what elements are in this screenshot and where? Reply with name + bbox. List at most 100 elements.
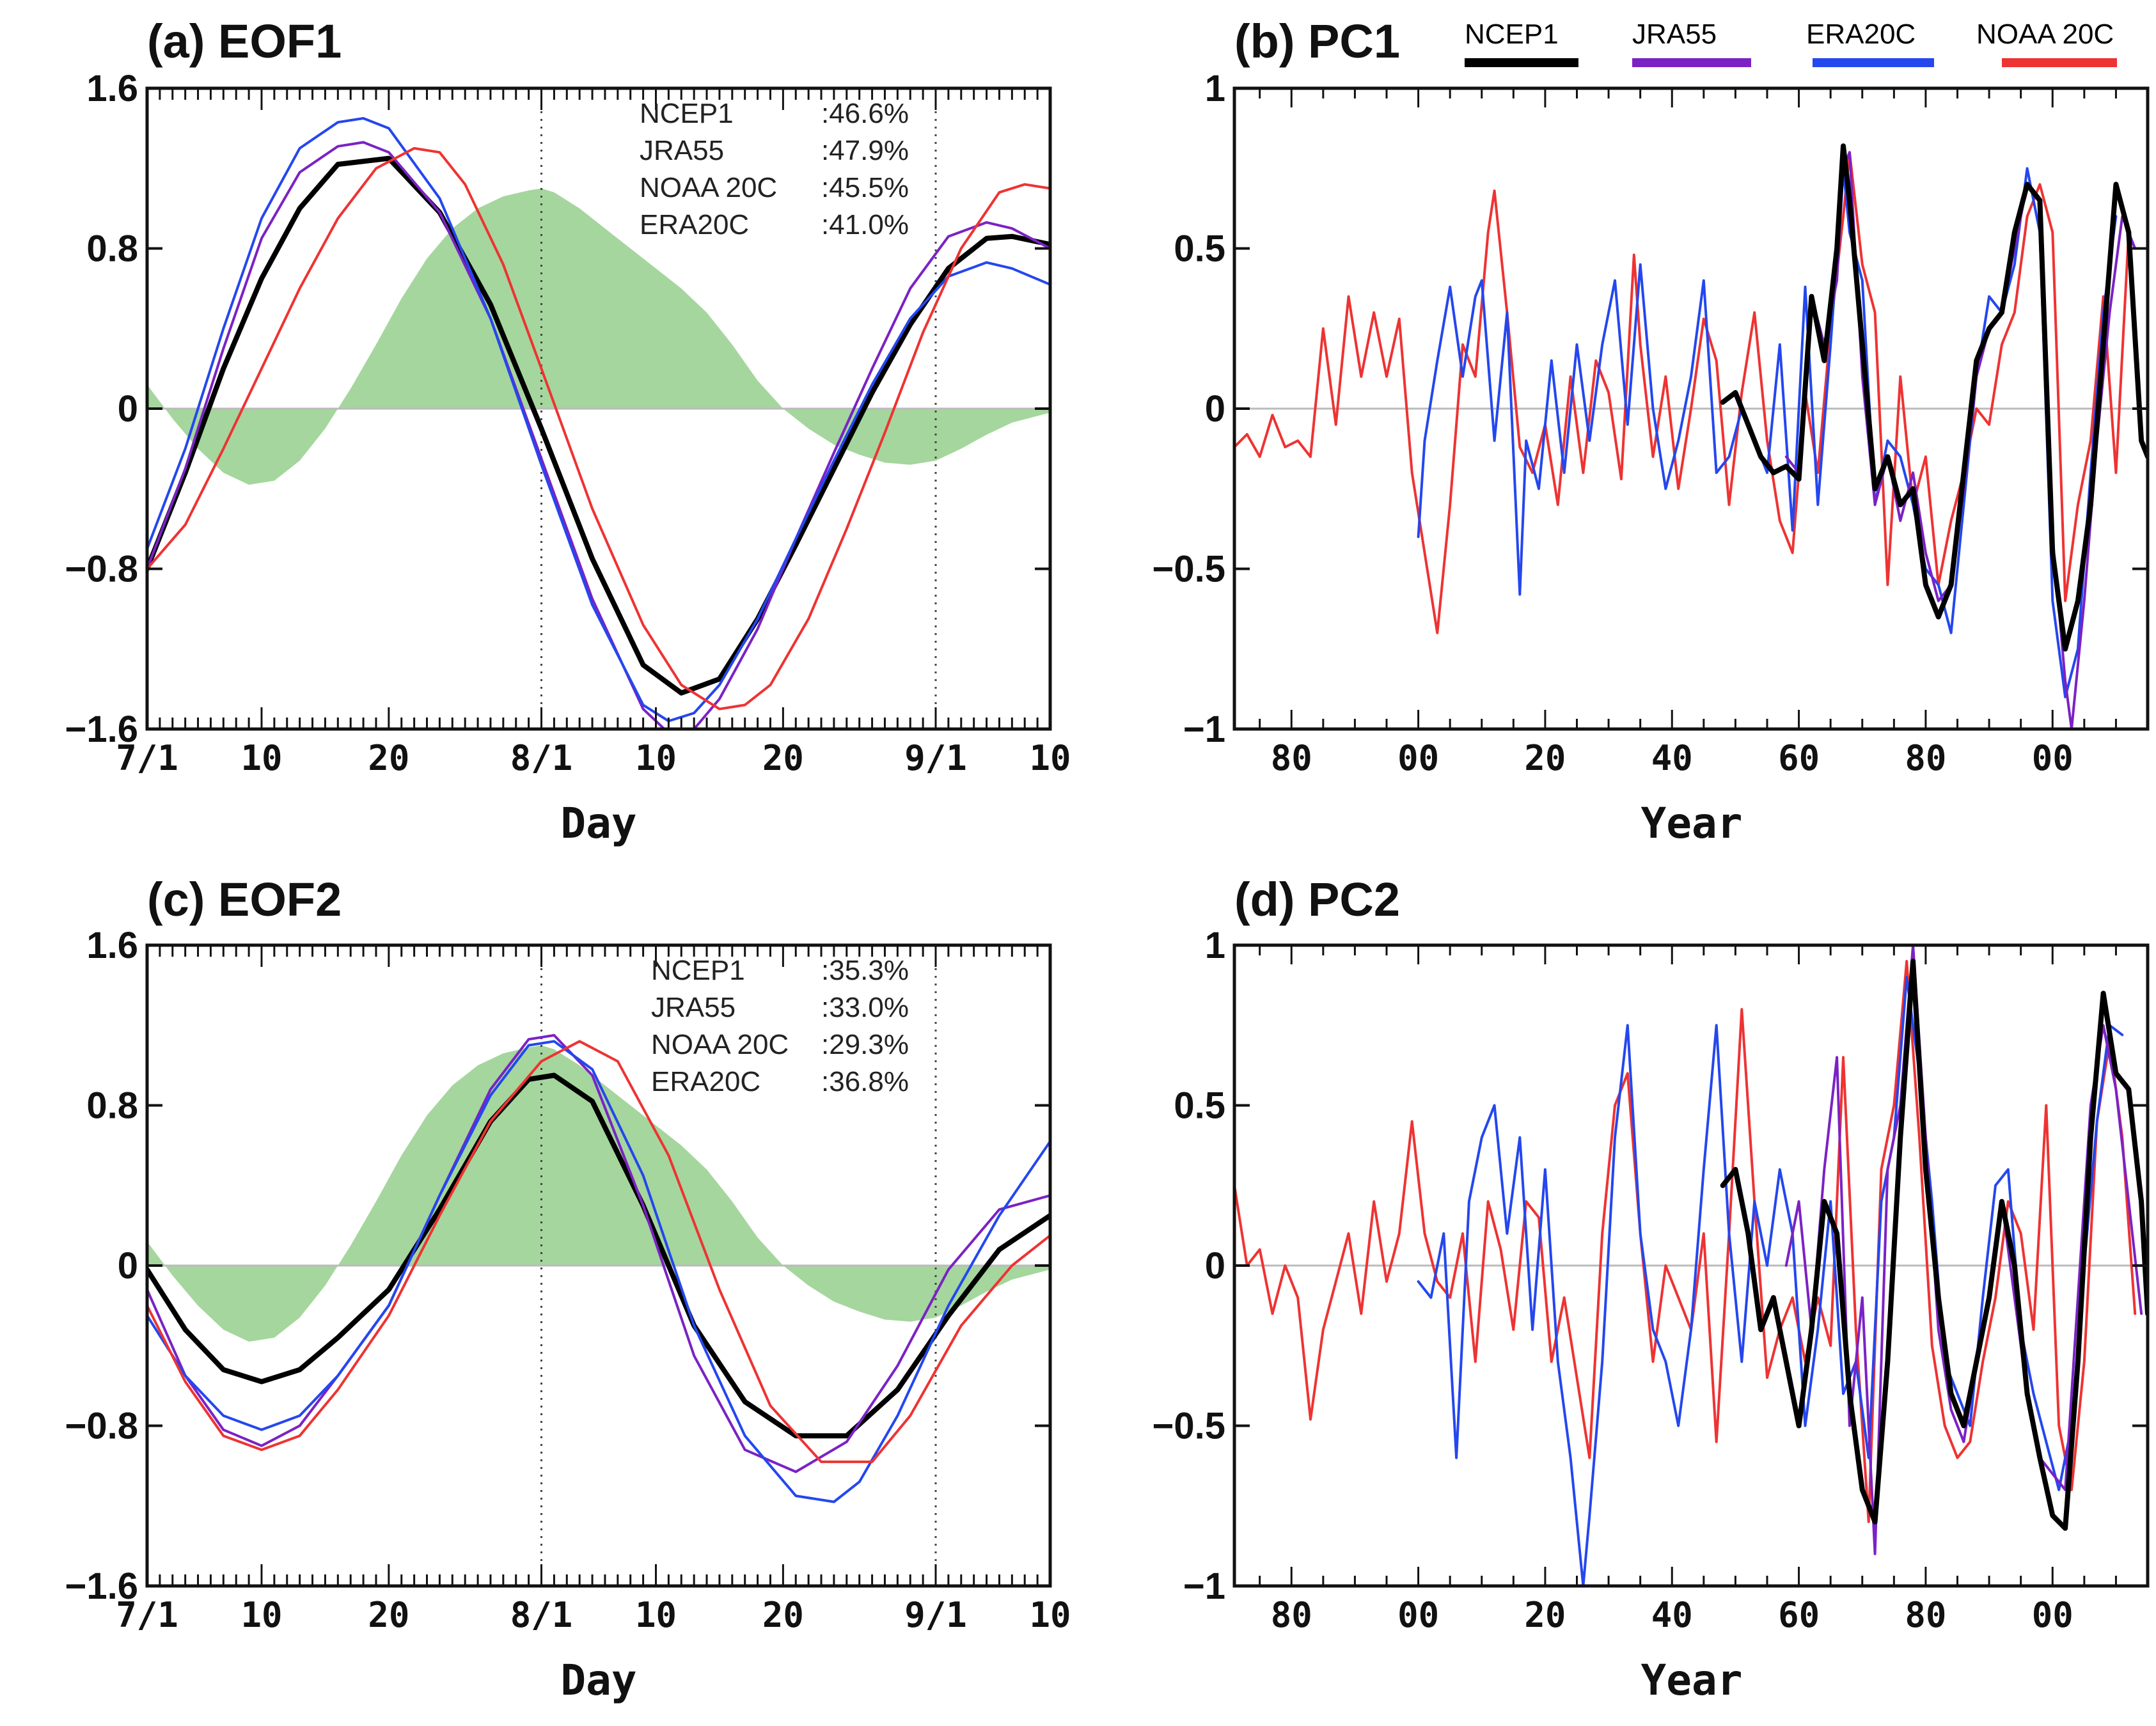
ytick-label-a-3: 0.8 [86, 228, 138, 270]
xtick-label-d-4: 60 [1778, 1595, 1820, 1635]
ytick-label-b-2: 0 [1205, 388, 1225, 430]
panel-b-pc1: (b) PC1 NCEP1 JRA55 ERA20C NOAA 20C −1 −0… [1153, 15, 2150, 848]
xtick-label-c-4: 10 [635, 1595, 677, 1635]
ytick-label-b-3: 0.5 [1174, 228, 1225, 270]
xtick-label-c-2: 20 [368, 1595, 409, 1635]
ytick-label-c-1: −0.8 [65, 1406, 139, 1447]
variance-value-c-ncep1: :35.3% [821, 955, 909, 986]
legend-label-noaa20c: NOAA 20C [1976, 19, 2114, 50]
xtick-label-a-2: 20 [368, 738, 409, 778]
panel-c-title: (c) EOF2 [147, 873, 342, 926]
series-line-c-noaa20c [147, 1040, 1050, 1463]
legend-label-jra55: JRA55 [1632, 19, 1717, 50]
panel-a-title: (a) EOF1 [147, 15, 342, 68]
xtick-label-d-0: 80 [1271, 1595, 1312, 1635]
panel-a-eof1: (a) EOF1 −1.6 −0.8 0 0.8 1.6 7/1 10 20 8/1 10 20 9/… [65, 15, 1071, 848]
panel-b-xlabel: Year [1641, 799, 1743, 848]
ytick-label-c-3: 0.8 [86, 1085, 138, 1127]
series-line-a-jra55 [147, 141, 1050, 729]
xtick-label-c-3: 8/1 [510, 1595, 573, 1635]
series-line-c-jra55 [147, 1033, 1050, 1473]
ytick-label-b-1: −0.5 [1153, 549, 1226, 590]
series-line-c-ncep1 [147, 1072, 1050, 1439]
series-line-d-noaa20c [1234, 960, 2137, 1523]
ytick-label-c-0: −1.6 [65, 1565, 139, 1607]
xtick-label-d-5: 80 [1905, 1595, 1946, 1635]
xtick-label-a-5: 20 [762, 738, 804, 778]
ytick-label-b-0: −1 [1183, 709, 1225, 750]
ytick-label-d-1: −0.5 [1153, 1406, 1226, 1447]
series-line-b-noaa20c [1234, 151, 2130, 634]
variance-value-c-era20c: :36.8% [821, 1066, 909, 1097]
ytick-label-a-1: −0.8 [65, 549, 139, 590]
xtick-label-b-0: 80 [1271, 738, 1312, 778]
xtick-label-a-6: 9/1 [904, 738, 967, 778]
variance-value-c-jra55: :33.0% [821, 992, 909, 1023]
series-line-d-ncep1 [1720, 959, 2148, 1531]
legend-label-ncep1: NCEP1 [1465, 19, 1559, 50]
variance-value-c-noaa20c: :29.3% [821, 1029, 909, 1060]
variance-value-a-jra55: :47.9% [821, 135, 909, 166]
variance-name-a-era20c: ERA20C [640, 209, 749, 240]
xtick-label-b-4: 60 [1778, 738, 1820, 778]
xtick-label-c-5: 20 [762, 1595, 804, 1635]
xtick-label-b-2: 20 [1524, 738, 1566, 778]
xtick-label-c-7: 10 [1029, 1595, 1071, 1635]
series-line-c-era20c [147, 1040, 1050, 1503]
xtick-label-c-0: 7/1 [116, 1595, 178, 1635]
plot-area-a: −1.6 −0.8 0 0.8 1.6 7/1 10 20 8/1 10 20 9/1 10 NCEP1:… [65, 68, 1071, 778]
ytick-label-b-4: 1 [1205, 68, 1225, 109]
ytick-label-d-4: 1 [1205, 925, 1225, 966]
panel-d-pc2: (d) PC2 −1 −0.5 0 0.5 1 80 00 20 40 60 80 00 Year [1153, 873, 2150, 1705]
legend: NCEP1 JRA55 ERA20C NOAA 20C [1465, 19, 2117, 67]
panel-d-title: (d) PC2 [1234, 873, 1400, 926]
panel-c-xlabel: Day [560, 1656, 636, 1705]
variance-name-a-jra55: JRA55 [640, 135, 724, 166]
ytick-label-d-3: 0.5 [1174, 1085, 1225, 1127]
fill-area-c [147, 1045, 1050, 1342]
panel-c-eof2: (c) EOF2 −1.6 −0.8 0 0.8 1.6 7/1 10 20 8/1 10 20 9/… [65, 873, 1071, 1705]
xtick-label-b-3: 40 [1651, 738, 1693, 778]
series-line-a-era20c [147, 117, 1050, 723]
variance-name-c-jra55: JRA55 [651, 992, 736, 1023]
panel-b-title: (b) PC1 [1234, 15, 1400, 68]
series-line-b-ncep1 [1720, 143, 2148, 652]
series-line-a-noaa20c [147, 146, 1050, 710]
ytick-label-d-0: −1 [1183, 1565, 1225, 1607]
ytick-label-a-2: 0 [118, 388, 138, 430]
xtick-label-c-6: 9/1 [904, 1595, 967, 1635]
variance-value-a-noaa20c: :45.5% [821, 172, 909, 203]
xtick-label-d-6: 00 [2032, 1595, 2073, 1635]
xtick-label-b-5: 80 [1905, 738, 1946, 778]
panel-a-xlabel: Day [560, 799, 636, 848]
variance-name-a-ncep1: NCEP1 [640, 98, 734, 129]
xtick-label-a-1: 10 [240, 738, 282, 778]
variance-name-a-noaa20c: NOAA 20C [640, 172, 777, 203]
plot-area-c: −1.6 −0.8 0 0.8 1.6 7/1 10 20 8/1 10 20 9/1 10 NCEP1:… [65, 925, 1071, 1635]
xtick-label-b-6: 00 [2032, 738, 2073, 778]
legend-label-era20c: ERA20C [1806, 19, 1916, 50]
ytick-label-c-2: 0 [118, 1245, 138, 1287]
series-line-d-era20c [1417, 976, 2124, 1586]
variance-value-a-era20c: :41.0% [821, 209, 909, 240]
panel-d-xlabel: Year [1641, 1656, 1743, 1705]
ytick-label-c-4: 1.6 [86, 925, 138, 966]
ytick-label-a-4: 1.6 [86, 68, 138, 109]
plot-area-b: −1 −0.5 0 0.5 1 80 00 20 40 60 80 00 [1153, 68, 2150, 778]
xtick-label-d-3: 40 [1651, 1595, 1693, 1635]
xtick-label-a-0: 7/1 [116, 738, 178, 778]
variance-value-a-ncep1: :46.6% [821, 98, 909, 129]
xtick-label-d-1: 00 [1397, 1595, 1439, 1635]
xtick-label-a-7: 10 [1029, 738, 1071, 778]
xtick-label-c-1: 10 [240, 1595, 282, 1635]
ytick-label-a-0: −1.6 [65, 709, 139, 750]
ytick-label-d-2: 0 [1205, 1245, 1225, 1287]
xtick-label-d-2: 20 [1524, 1595, 1566, 1635]
variance-name-c-ncep1: NCEP1 [651, 955, 745, 986]
variance-name-c-era20c: ERA20C [651, 1066, 760, 1097]
plot-area-d: −1 −0.5 0 0.5 1 80 00 20 40 60 80 00 [1153, 925, 2150, 1635]
series-line-d-jra55 [1784, 945, 2143, 1555]
xtick-label-b-1: 00 [1397, 738, 1439, 778]
